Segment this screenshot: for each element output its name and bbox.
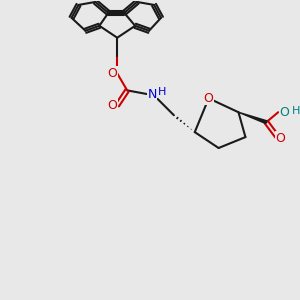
- Text: O: O: [279, 106, 289, 119]
- Text: O: O: [204, 92, 214, 105]
- Text: O: O: [107, 67, 117, 80]
- Text: O: O: [275, 132, 285, 145]
- Text: O: O: [107, 99, 117, 112]
- Text: N: N: [147, 88, 157, 101]
- Polygon shape: [238, 112, 267, 124]
- Text: H: H: [292, 106, 300, 116]
- Text: H: H: [158, 87, 166, 98]
